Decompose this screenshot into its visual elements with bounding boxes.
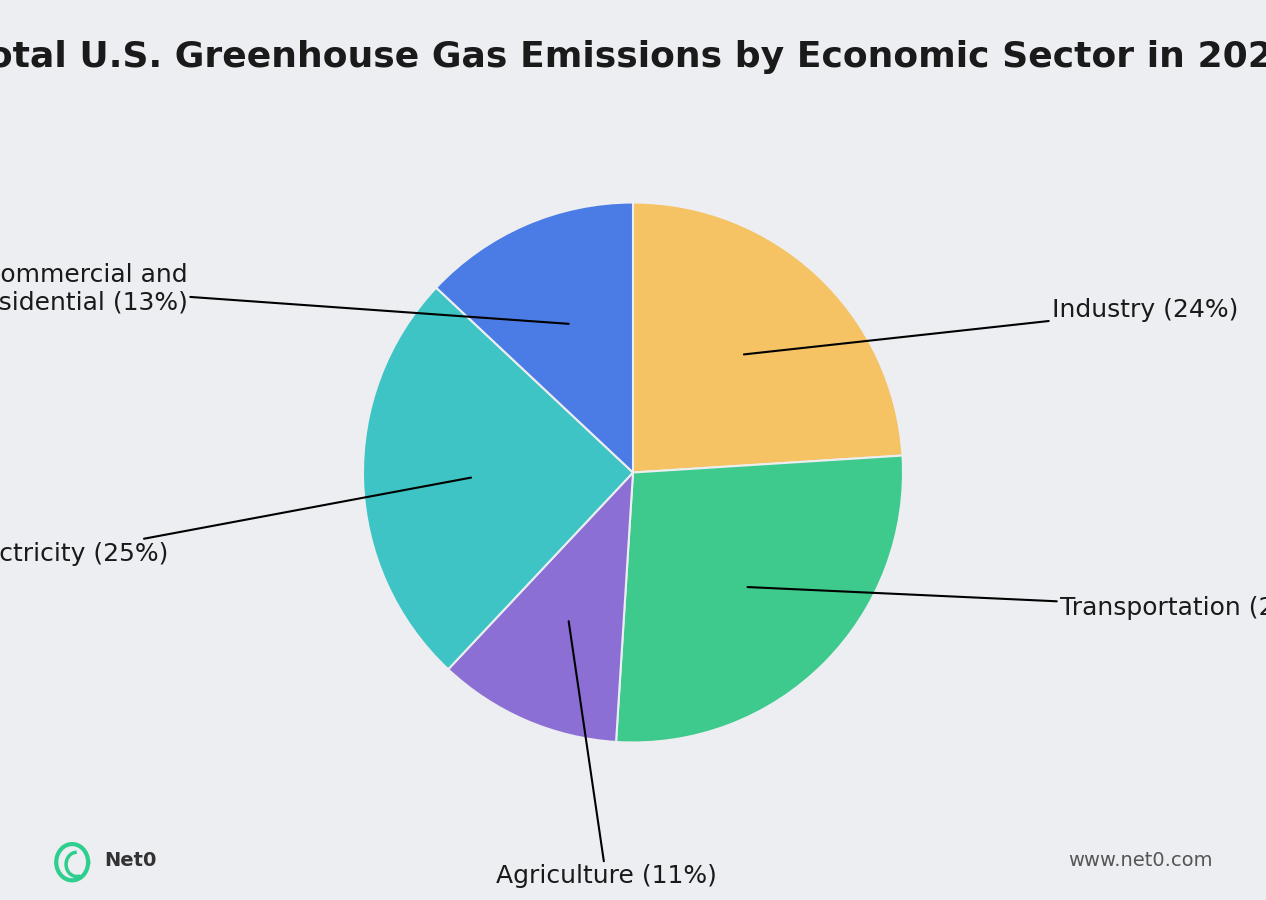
Text: Commercial and
Residential (13%): Commercial and Residential (13%) <box>0 263 568 324</box>
Text: Transportation (27%): Transportation (27%) <box>747 587 1266 619</box>
Text: Net0: Net0 <box>104 851 156 870</box>
Text: Electricity (25%): Electricity (25%) <box>0 478 471 565</box>
Text: www.net0.com: www.net0.com <box>1069 851 1213 870</box>
Text: Agriculture (11%): Agriculture (11%) <box>495 621 717 888</box>
Text: Industry (24%): Industry (24%) <box>744 299 1238 355</box>
Wedge shape <box>633 202 903 473</box>
Wedge shape <box>617 455 903 742</box>
Text: Total U.S. Greenhouse Gas Emissions by Economic Sector in 2020: Total U.S. Greenhouse Gas Emissions by E… <box>0 40 1266 75</box>
Wedge shape <box>363 288 633 670</box>
Wedge shape <box>437 202 633 473</box>
Wedge shape <box>448 472 633 742</box>
